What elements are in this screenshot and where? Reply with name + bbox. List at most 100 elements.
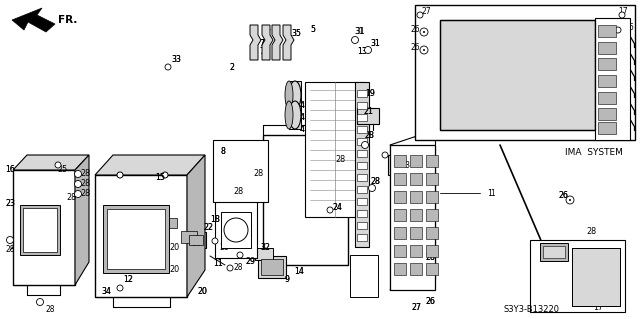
Text: 6: 6: [250, 53, 255, 62]
Circle shape: [420, 46, 428, 54]
Text: 7: 7: [260, 48, 264, 56]
Circle shape: [74, 190, 81, 197]
Text: 15: 15: [155, 174, 165, 182]
Bar: [221, 212, 251, 248]
Text: 16: 16: [5, 166, 15, 174]
Bar: [172, 260, 192, 276]
Text: 11: 11: [213, 258, 223, 268]
Text: 28: 28: [5, 246, 15, 255]
Ellipse shape: [289, 81, 301, 109]
Text: 1: 1: [488, 189, 493, 197]
Bar: [394, 227, 406, 239]
Text: 24: 24: [332, 204, 342, 212]
Circle shape: [569, 199, 571, 201]
Text: 24: 24: [332, 204, 342, 212]
Bar: [163, 218, 177, 228]
Circle shape: [498, 121, 506, 129]
Bar: [255, 248, 273, 260]
Text: 26: 26: [425, 254, 435, 263]
Bar: [598, 92, 616, 104]
Text: 34: 34: [101, 286, 111, 295]
Bar: [357, 102, 367, 109]
Text: 28: 28: [233, 263, 243, 272]
Bar: [258, 256, 286, 278]
Text: 31: 31: [355, 27, 365, 36]
Text: 4: 4: [300, 125, 305, 135]
Circle shape: [423, 49, 425, 51]
Text: 27: 27: [411, 302, 421, 311]
Bar: [598, 58, 616, 70]
Bar: [23, 208, 57, 252]
Text: 11: 11: [213, 258, 223, 268]
Bar: [357, 198, 367, 205]
Circle shape: [117, 285, 123, 291]
Bar: [355, 82, 369, 247]
Text: 20: 20: [197, 286, 207, 295]
Text: 10: 10: [191, 240, 201, 249]
Text: 28: 28: [66, 194, 76, 203]
Text: 16: 16: [5, 166, 15, 174]
Bar: [390, 145, 435, 290]
Text: 28: 28: [586, 227, 596, 236]
Text: 32: 32: [260, 243, 270, 253]
Bar: [357, 162, 367, 169]
Text: 25: 25: [58, 166, 68, 174]
Text: 28: 28: [80, 189, 90, 198]
Bar: [263, 135, 348, 265]
Text: 28: 28: [80, 180, 90, 189]
Bar: [440, 20, 595, 130]
Polygon shape: [262, 25, 273, 60]
Bar: [415, 5, 635, 140]
Bar: [261, 259, 283, 275]
Text: 9: 9: [284, 275, 289, 284]
Text: 4: 4: [300, 101, 305, 110]
Bar: [426, 227, 438, 239]
Circle shape: [420, 28, 428, 36]
Text: 21: 21: [363, 107, 373, 115]
Text: 35: 35: [291, 29, 301, 39]
Bar: [215, 200, 257, 258]
Bar: [357, 234, 367, 241]
Text: 20: 20: [197, 286, 207, 295]
Text: 14: 14: [294, 266, 304, 276]
Bar: [357, 90, 367, 97]
Text: 18: 18: [211, 216, 220, 225]
Text: 26: 26: [490, 118, 500, 128]
Bar: [357, 114, 367, 121]
Text: 28: 28: [80, 180, 90, 189]
Text: 14: 14: [294, 266, 304, 276]
Polygon shape: [13, 155, 89, 170]
Text: 36: 36: [595, 287, 605, 296]
Text: 28: 28: [370, 177, 380, 187]
Bar: [95, 175, 187, 297]
Bar: [357, 186, 367, 193]
Bar: [357, 138, 367, 145]
Text: 7: 7: [266, 29, 271, 39]
Text: 5: 5: [310, 26, 316, 34]
Circle shape: [365, 47, 371, 54]
Text: 31: 31: [370, 39, 380, 48]
Bar: [598, 25, 616, 37]
Bar: [289, 81, 301, 109]
Text: 36: 36: [624, 24, 634, 33]
Text: 20: 20: [169, 243, 179, 253]
Bar: [357, 150, 367, 157]
Text: 28: 28: [364, 130, 374, 139]
Text: 12: 12: [124, 276, 132, 285]
Bar: [289, 101, 301, 129]
Text: 29: 29: [220, 243, 230, 253]
Text: 9: 9: [285, 275, 289, 284]
Bar: [595, 18, 630, 140]
Bar: [598, 108, 616, 120]
Text: 3: 3: [404, 161, 410, 170]
Bar: [426, 173, 438, 185]
Bar: [357, 126, 367, 133]
Text: 23: 23: [5, 198, 15, 207]
Bar: [350, 255, 378, 297]
Text: 15: 15: [155, 174, 165, 182]
Text: 4: 4: [300, 125, 305, 135]
Bar: [186, 232, 206, 248]
Bar: [305, 82, 365, 217]
Circle shape: [382, 152, 388, 158]
Circle shape: [566, 196, 574, 204]
